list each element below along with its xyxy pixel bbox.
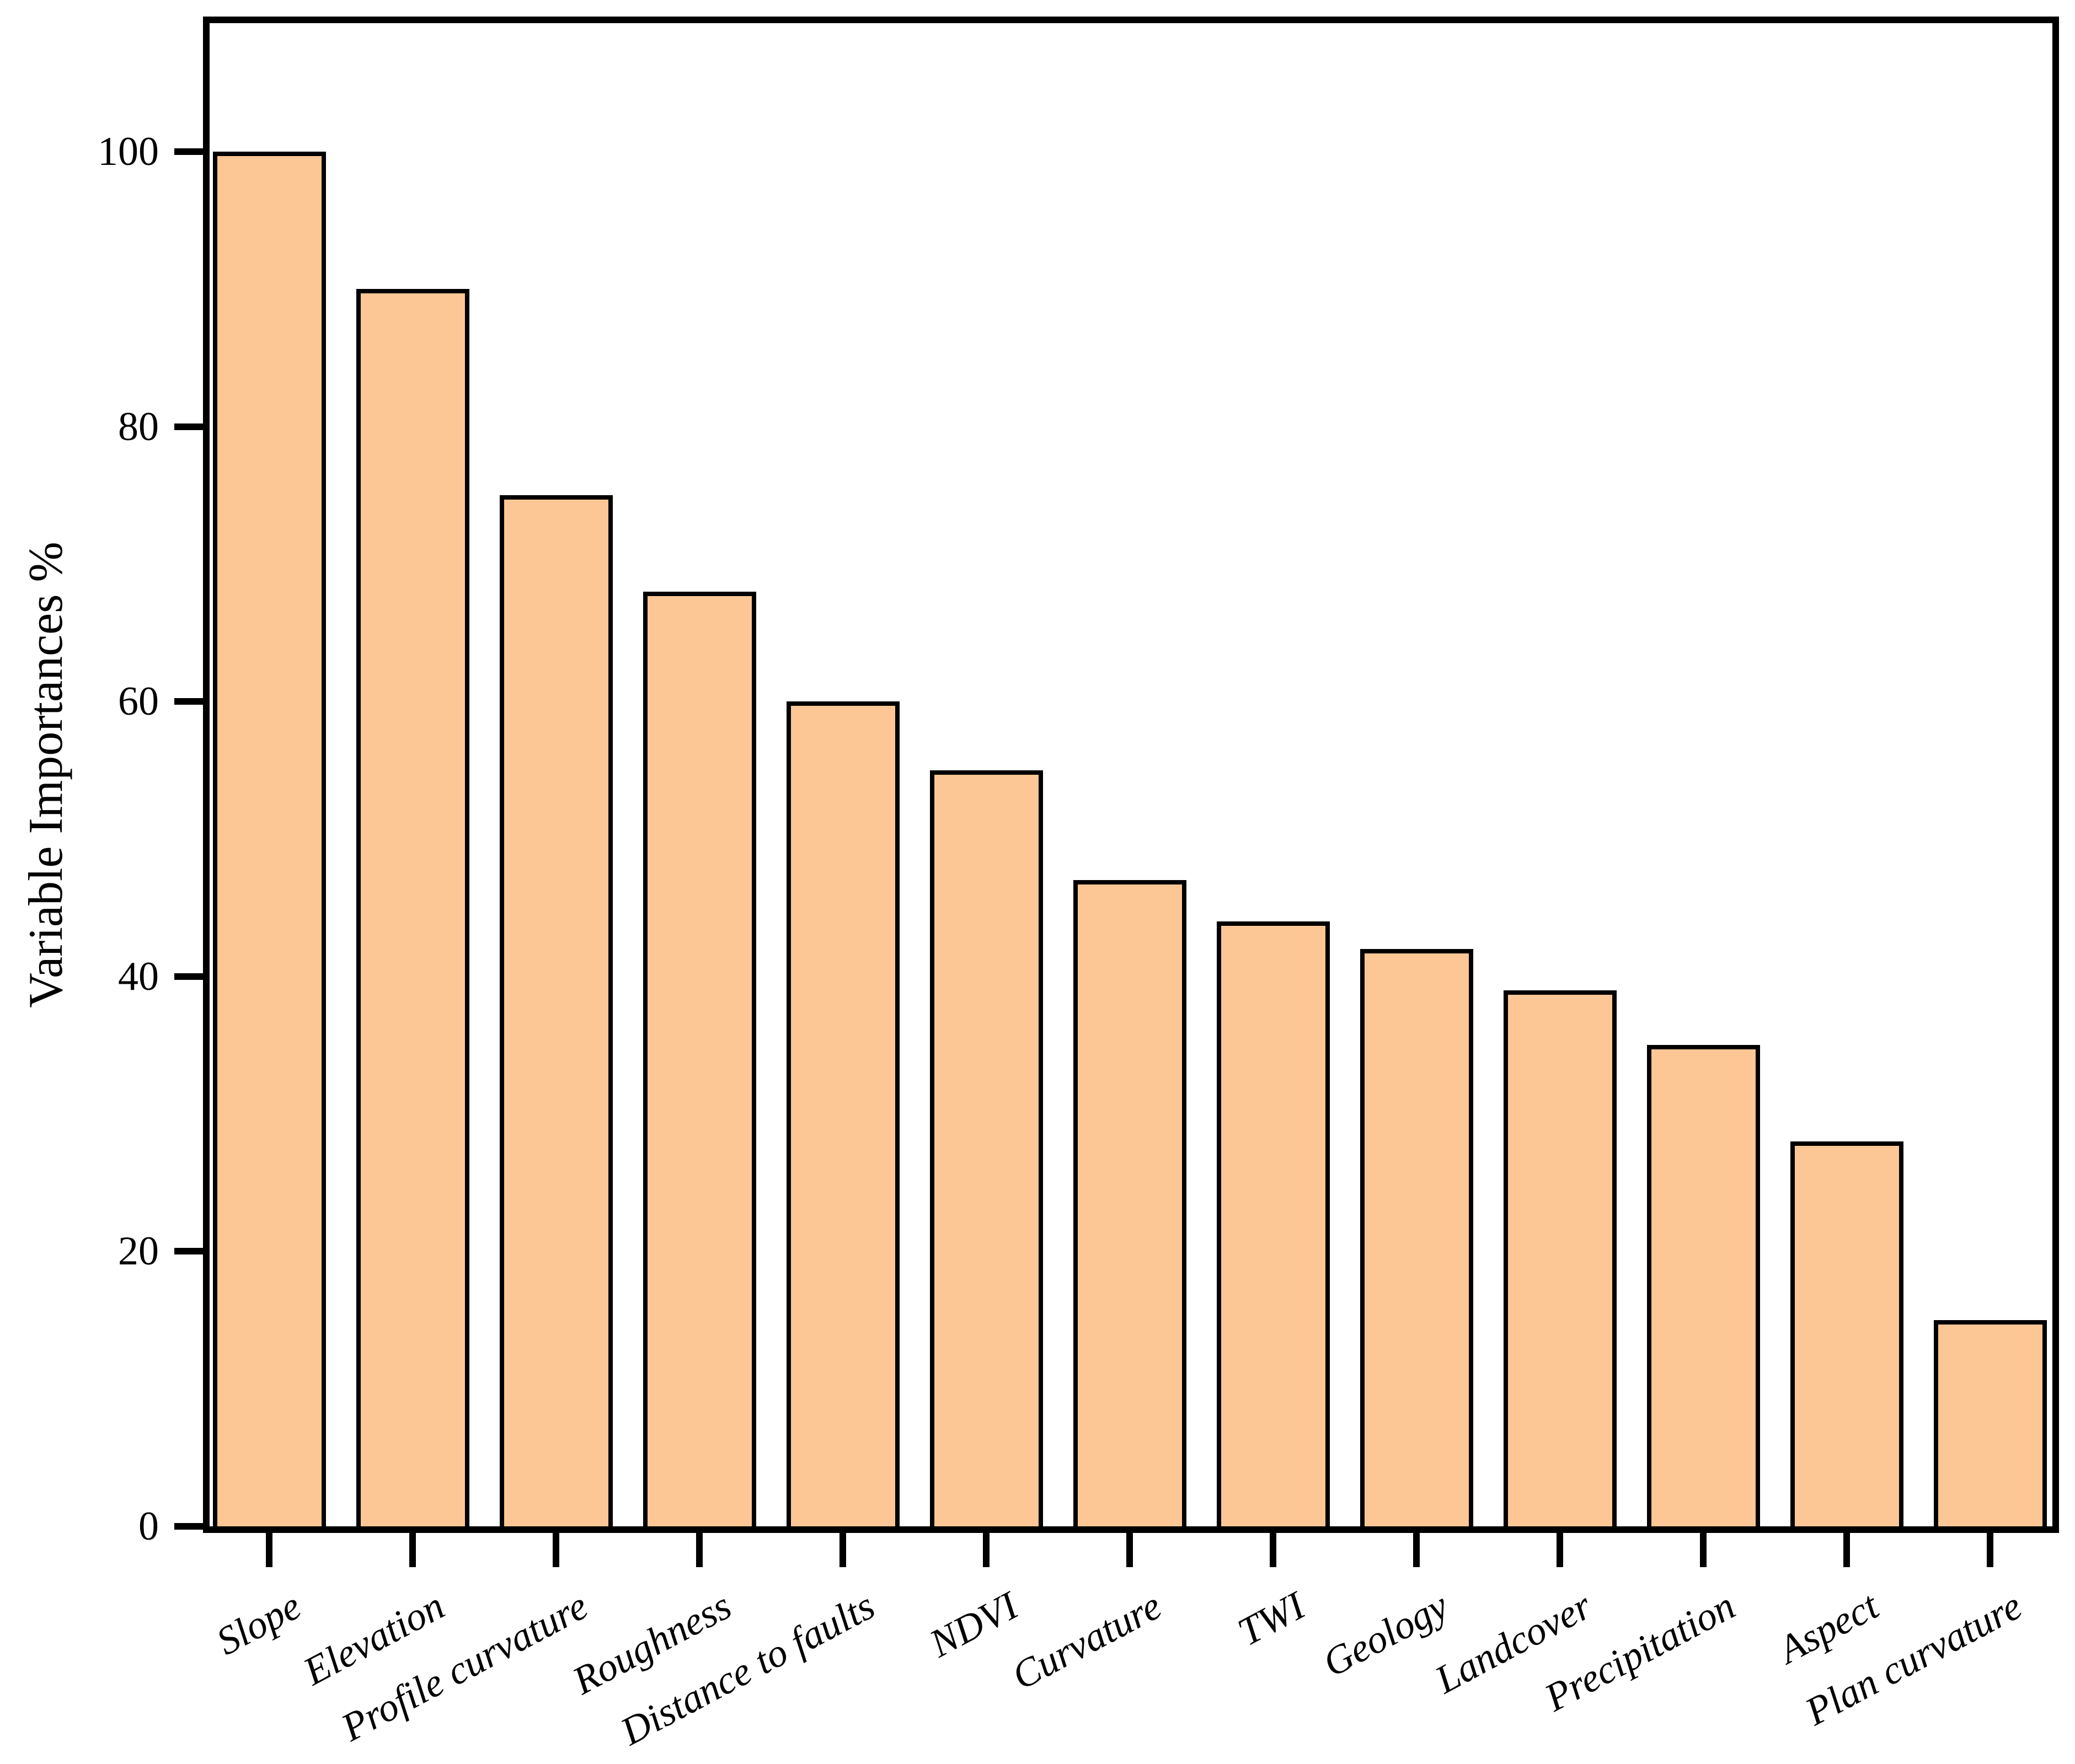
y-tick-label-40: 40 <box>118 954 159 999</box>
y-tick-60 <box>174 698 203 705</box>
y-tick-label-60: 60 <box>118 679 159 724</box>
y-tick-0 <box>174 1523 203 1530</box>
x-tick-5 <box>839 1533 846 1567</box>
bar-ndvi <box>929 770 1043 1531</box>
bar-slope <box>212 152 326 1531</box>
x-tick-7 <box>1126 1533 1133 1567</box>
bar-elevation <box>356 289 469 1531</box>
bar-aspect <box>1790 1141 1903 1531</box>
x-tick-2 <box>409 1533 416 1567</box>
x-tick-10 <box>1557 1533 1563 1567</box>
x-tick-3 <box>553 1533 559 1567</box>
x-tick-11 <box>1700 1533 1707 1567</box>
x-tick-9 <box>1413 1533 1420 1567</box>
y-tick-label-20: 20 <box>118 1229 159 1274</box>
bar-roughness <box>643 592 756 1531</box>
bar-curvature <box>1073 880 1186 1531</box>
x-tick-6 <box>983 1533 990 1567</box>
y-tick-label-0: 0 <box>138 1504 159 1549</box>
bar-distance-to-faults <box>786 701 900 1531</box>
bar-landcover <box>1503 990 1617 1531</box>
y-tick-100 <box>174 148 203 155</box>
bar-plan-curvature <box>1933 1320 2047 1531</box>
y-axis-title: Variable Importances % <box>19 541 73 1008</box>
x-tick-1 <box>266 1533 272 1567</box>
x-tick-12 <box>1843 1533 1850 1567</box>
y-tick-label-100: 100 <box>98 129 159 174</box>
x-tick-13 <box>1987 1533 1993 1567</box>
bar-geology <box>1360 949 1473 1531</box>
y-tick-40 <box>174 973 203 980</box>
y-tick-80 <box>174 423 203 430</box>
y-tick-label-80: 80 <box>118 404 159 449</box>
x-tick-8 <box>1270 1533 1276 1567</box>
x-tick-4 <box>696 1533 703 1567</box>
bar-profile-curvature <box>499 495 613 1531</box>
y-tick-20 <box>174 1248 203 1254</box>
bar-precipitation <box>1646 1045 1760 1531</box>
bar-twi <box>1216 921 1330 1531</box>
